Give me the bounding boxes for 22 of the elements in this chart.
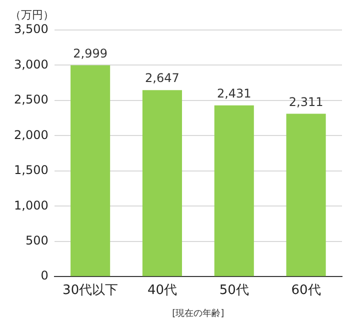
x-tick-label: 30代以下 (62, 282, 118, 298)
y-tick-label: 500 (25, 233, 48, 248)
y-tick-label: 3,500 (14, 22, 48, 36)
y-tick-label: 2,500 (14, 92, 48, 107)
data-label: 2,311 (288, 94, 324, 109)
data-label: 2,431 (216, 86, 252, 100)
bar (214, 105, 254, 276)
data-label: 2,999 (73, 46, 108, 60)
y-tick-label: 1,500 (14, 163, 48, 178)
y-tick-label: 3,000 (14, 57, 48, 72)
bar (286, 114, 326, 276)
y-tick-label: 0 (40, 268, 48, 283)
bar (70, 65, 110, 276)
x-tick-label: 40代 (147, 282, 177, 298)
y-tick-label: 1,000 (14, 198, 48, 212)
x-tick-label: 50代 (219, 282, 249, 298)
y-axis-title: （万円） (10, 8, 54, 22)
bar (142, 90, 182, 276)
x-axis-title: [現在の年齢] (172, 308, 224, 319)
y-tick-label: 2,000 (14, 128, 48, 142)
x-tick-label: 60代 (291, 282, 321, 298)
data-label: 2,647 (145, 71, 180, 86)
